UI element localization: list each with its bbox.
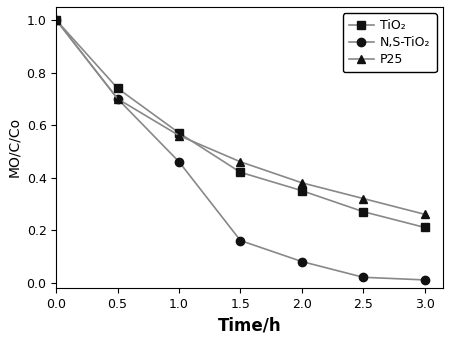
N,S-TiO₂ [176,160,182,164]
Line: P25: P25 [52,16,429,219]
P25 [422,212,427,216]
P25 [115,97,120,101]
N,S-TiO₂ [360,275,366,279]
N,S-TiO₂ [238,238,243,242]
Legend: TiO₂, N,S-TiO₂, P25: TiO₂, N,S-TiO₂, P25 [342,13,437,72]
TiO₂ [422,225,427,229]
TiO₂ [360,210,366,214]
P25 [54,18,59,22]
N,S-TiO₂ [54,18,59,22]
TiO₂ [115,86,120,90]
TiO₂ [54,18,59,22]
P25 [176,134,182,138]
P25 [238,160,243,164]
P25 [360,196,366,201]
TiO₂ [299,189,305,193]
Line: TiO₂: TiO₂ [52,16,429,232]
Line: N,S-TiO₂: N,S-TiO₂ [52,16,429,284]
TiO₂ [238,170,243,174]
N,S-TiO₂ [115,97,120,101]
X-axis label: Time/h: Time/h [218,316,281,334]
P25 [299,181,305,185]
Y-axis label: MO/C/Co: MO/C/Co [7,117,21,177]
N,S-TiO₂ [299,260,305,264]
TiO₂ [176,131,182,135]
N,S-TiO₂ [422,278,427,282]
